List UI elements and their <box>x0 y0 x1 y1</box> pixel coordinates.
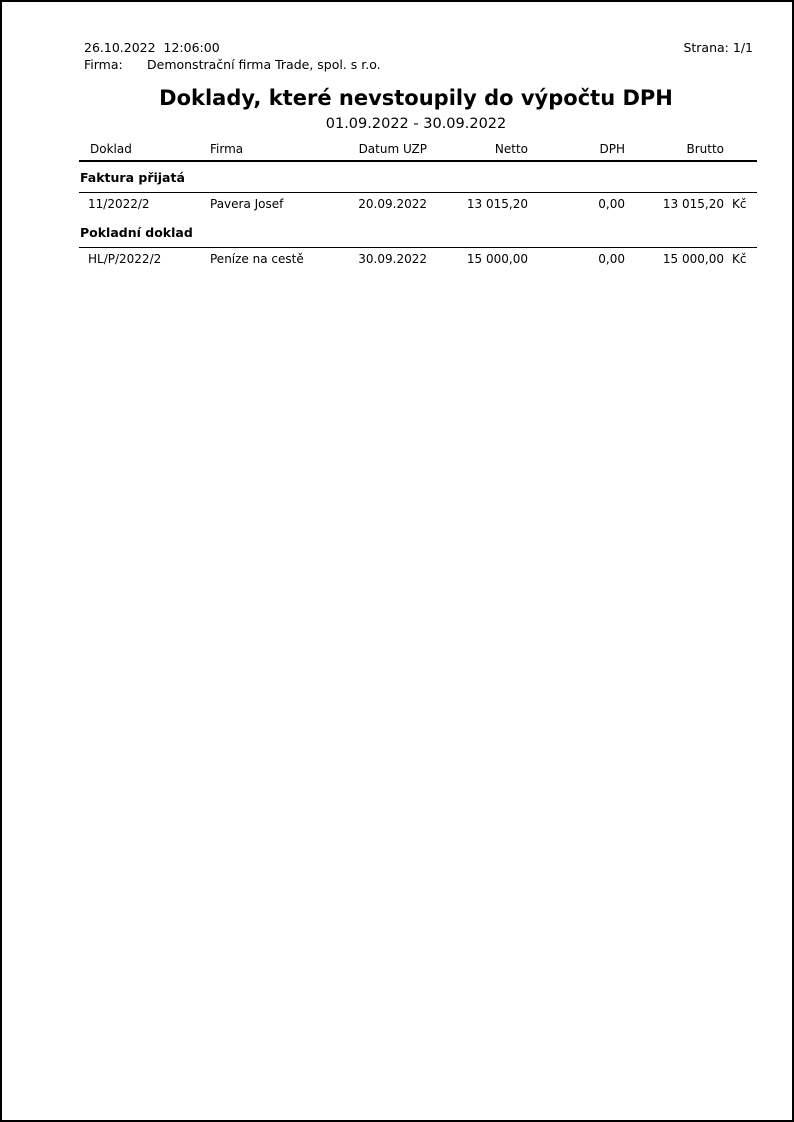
cell-doklad: 11/2022/2 <box>88 197 150 211</box>
cell-dph: 0,00 <box>598 197 625 211</box>
column-header-brutto: Brutto <box>686 142 724 156</box>
report-period: 01.09.2022 - 30.09.2022 <box>325 116 507 132</box>
report-meta-line-1: 26.10.2022 12:06:00 Strana: 1/1 <box>84 39 753 56</box>
column-header-netto: Netto <box>494 142 528 156</box>
cell-datum-uzp: 30.09.2022 <box>358 252 427 266</box>
cell-firma: Pavera Josef <box>210 197 284 211</box>
cell-netto: 13 015,20 <box>466 197 528 211</box>
report-content: 26.10.2022 12:06:00 Strana: 1/1 Firma: De… <box>2 2 792 272</box>
cell-brutto: 13 015,20 <box>662 197 724 211</box>
page-indicator-label: Strana: <box>683 40 729 55</box>
cell-currency: Kč <box>732 252 747 266</box>
cell-netto: 15 000,00 <box>466 252 528 266</box>
column-header-datum-uzp: Datum UZP <box>358 142 427 156</box>
column-header-dph: DPH <box>599 142 626 156</box>
cell-firma: Peníze na cestě <box>210 252 304 266</box>
section-header: Pokladní doklad <box>79 225 757 248</box>
page-indicator: Strana: 1/1 <box>683 39 753 56</box>
report-meta-line-2: Firma: Demonstrační firma Trade, spol. s … <box>84 56 753 74</box>
page-indicator-value: 1/1 <box>732 40 753 55</box>
cell-dph: 0,00 <box>598 252 625 266</box>
section-header: Faktura přijatá <box>79 170 757 193</box>
column-header-firma: Firma <box>210 142 244 156</box>
cell-doklad: HL/P/2022/2 <box>88 252 162 266</box>
company-name: Demonstrační firma Trade, spol. s r.o. <box>147 57 381 72</box>
table-row: 11/2022/2 Pavera Josef 20.09.2022 13 015… <box>79 193 757 217</box>
table-header-row: Doklad Firma Datum UZP Netto DPH Brutto <box>79 142 757 162</box>
column-header-doklad: Doklad <box>90 142 132 156</box>
report-table: Doklad Firma Datum UZP Netto DPH Brutto … <box>79 142 757 272</box>
cell-datum-uzp: 20.09.2022 <box>358 197 427 211</box>
company-label: Firma: <box>84 57 123 72</box>
cell-currency: Kč <box>732 197 747 211</box>
report-datetime: 26.10.2022 12:06:00 <box>84 40 220 55</box>
table-section-pokladni-doklad: Pokladní doklad HL/P/2022/2 Peníze na ce… <box>79 225 757 272</box>
report-title: Doklady, které nevstoupily do výpočtu DP… <box>159 86 673 110</box>
cell-brutto: 15 000,00 <box>662 252 724 266</box>
table-row: HL/P/2022/2 Peníze na cestě 30.09.2022 1… <box>79 248 757 272</box>
table-section-faktura-prijata: Faktura přijatá 11/2022/2 Pavera Josef 2… <box>79 170 757 217</box>
